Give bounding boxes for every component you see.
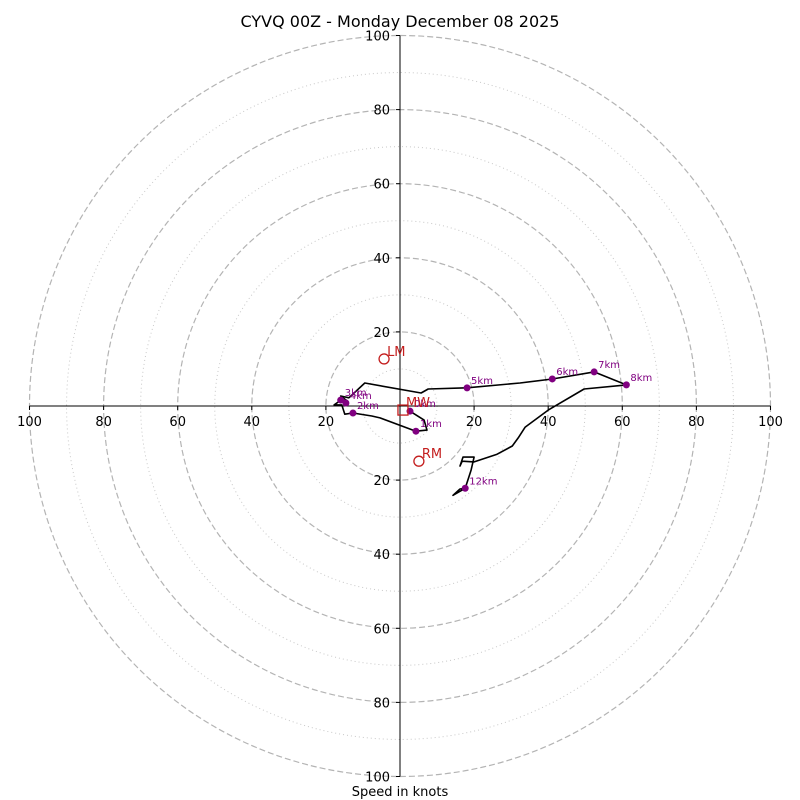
x-tick-label: 100 — [758, 415, 783, 430]
storm-marker-LM — [378, 353, 390, 365]
height-label-5km: 5km — [471, 376, 493, 387]
y-tick-label: 60 — [373, 622, 390, 637]
y-tick-label: 40 — [373, 252, 390, 267]
y-tick-label: 60 — [373, 178, 390, 193]
height-label-3km: 3km — [345, 388, 367, 399]
height-marker-3km — [337, 396, 345, 404]
y-tick-label: 100 — [365, 30, 390, 45]
height-label-8km: 8km — [630, 373, 652, 384]
tick-labels: 100 80 60 40 20 20 40 60 80 100 100 80 60 40 20 20 40 60 8… — [17, 30, 783, 786]
y-tick-label: 80 — [373, 696, 390, 711]
x-axis-label: Speed in knots — [352, 785, 449, 800]
height-marker-4km — [342, 399, 350, 407]
height-label-4km: 4km — [350, 391, 372, 402]
axes — [29, 35, 771, 777]
height-label-0km: 0km — [414, 399, 436, 410]
x-tick-label: 20 — [318, 415, 335, 430]
height-marker-2km — [349, 409, 357, 417]
storm-marker-MW — [397, 404, 409, 416]
y-tick-label: 100 — [365, 771, 390, 786]
height-label-6km: 6km — [556, 367, 578, 378]
storm-label-LM: LM — [387, 345, 405, 360]
storm-motion-markers: LM RM MW — [378, 345, 442, 467]
height-marker-6km — [548, 375, 556, 383]
height-marker-7km — [590, 368, 598, 376]
height-marker-12km — [461, 484, 469, 492]
x-tick-label: 80 — [95, 415, 112, 430]
y-tick-label: 80 — [373, 104, 390, 119]
storm-label-MW: MW — [406, 396, 430, 411]
x-tick-label: 60 — [169, 415, 186, 430]
y-tick-label: 20 — [373, 474, 390, 489]
x-tick-label: 40 — [540, 415, 557, 430]
x-tick-label: 20 — [466, 415, 483, 430]
y-tick-label: 20 — [373, 326, 390, 341]
chart-title: CYVQ 00Z - Monday December 08 2025 — [240, 12, 559, 31]
x-tick-label: 60 — [614, 415, 631, 430]
height-marker-8km — [622, 381, 630, 389]
height-label-2km: 2km — [357, 401, 379, 412]
y-tick-label: 40 — [373, 548, 390, 563]
x-tick-label: 80 — [688, 415, 705, 430]
height-marker-5km — [463, 384, 471, 392]
height-label-1km: 1km — [420, 419, 442, 430]
height-label-12km: 12km — [469, 476, 497, 487]
height-label-7km: 7km — [598, 360, 620, 371]
storm-label-RM: RM — [422, 447, 442, 462]
storm-marker-RM — [413, 455, 425, 467]
height-marker-1km — [412, 427, 420, 435]
x-tick-label: 40 — [244, 415, 261, 430]
x-tick-label: 100 — [17, 415, 42, 430]
